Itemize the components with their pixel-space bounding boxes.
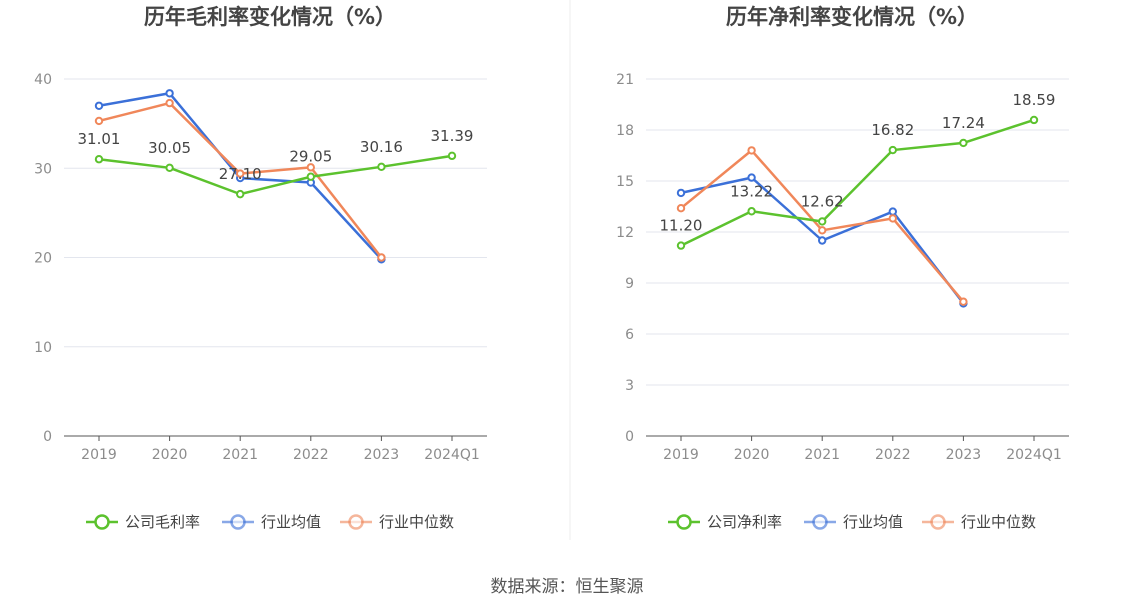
data-label: 13.22: [730, 182, 773, 200]
y-tick-label: 18: [616, 123, 634, 139]
data-point-company: [888, 145, 897, 155]
data-label: 17.24: [942, 114, 985, 132]
x-tick-label: 2022: [875, 447, 911, 463]
data-label: 11.20: [660, 217, 703, 235]
y-tick-label: 21: [616, 72, 634, 88]
data-label: 18.59: [1013, 91, 1056, 109]
data-point-company: [959, 138, 968, 148]
legend-marker-icon: [94, 514, 110, 530]
x-tick-label: 2019: [663, 447, 699, 463]
legend-marker-icon: [676, 514, 692, 530]
data-point-company: [818, 217, 827, 226]
data-point-mean: [676, 188, 686, 198]
data-point-mean: [747, 173, 756, 182]
net-margin-chart: 历年净利率变化情况（%） 0 3 6 9 12 15 18 21 2019 2020 2021 2022…: [616, 5, 1069, 531]
data-label: 30.05: [148, 139, 191, 157]
legend-item-median[interactable]: 行业中位数: [340, 513, 454, 531]
data-point-median: [94, 116, 104, 126]
series-line-company: [680, 118, 1035, 247]
y-tick-label: 0: [625, 429, 634, 445]
gross-margin-chart: 历年毛利率变化情况（%） 0 10 20 30 40 2019 2020 2021 2022 202…: [34, 5, 487, 531]
legend-label: 行业中位数: [379, 513, 454, 531]
data-label: 29.05: [289, 148, 332, 166]
data-point-mean: [888, 207, 897, 216]
y-tick-label: 15: [616, 174, 634, 190]
x-tick-label: 2023: [946, 447, 982, 463]
legend-item-median[interactable]: 行业中位数: [922, 513, 1036, 531]
x-tick-label: 2024Q1: [424, 447, 480, 463]
legend-marker-icon: [812, 514, 828, 530]
y-tick-label: 9: [625, 276, 634, 292]
series-line-company: [98, 154, 453, 196]
data-point-company: [747, 207, 756, 216]
legend-item-company[interactable]: 公司净利率: [668, 513, 782, 531]
data-point-company: [377, 162, 386, 172]
legend-label: 行业均值: [843, 513, 903, 531]
x-tick-label: 2022: [293, 447, 329, 463]
data-point-median: [165, 98, 174, 108]
x-tick-label: 2019: [81, 447, 117, 463]
data-point-median: [959, 297, 968, 306]
data-point-median: [236, 169, 245, 178]
data-point-median: [306, 163, 315, 172]
data-point-median: [377, 253, 386, 262]
legend-label: 行业均值: [261, 513, 321, 531]
data-point-mean: [165, 89, 174, 98]
x-tick-label: 2021: [804, 447, 840, 463]
y-tick-label: 6: [625, 327, 634, 343]
y-tick-label: 10: [34, 340, 52, 356]
data-label: 27.10: [219, 165, 262, 183]
x-tick-label: 2020: [734, 447, 770, 463]
data-point-median: [747, 146, 756, 155]
data-point-company: [94, 155, 104, 164]
legend-label: 公司毛利率: [125, 513, 200, 531]
data-point-median: [888, 214, 897, 223]
legend-item-mean[interactable]: 行业均值: [222, 513, 321, 531]
data-point-mean: [818, 236, 827, 245]
y-tick-label: 30: [34, 161, 52, 177]
data-point-company: [306, 172, 315, 181]
data-point-company: [165, 163, 174, 173]
chart-title: 历年净利率变化情况（%）: [726, 5, 978, 29]
legend-marker-icon: [348, 514, 364, 530]
data-label: 30.16: [360, 138, 403, 156]
y-tick-label: 12: [616, 225, 634, 241]
data-point-median: [676, 204, 686, 213]
legend-label: 公司净利率: [707, 513, 782, 531]
data-label: 31.01: [78, 130, 121, 148]
data-label: 12.62: [801, 192, 844, 210]
legend-marker-icon: [930, 514, 946, 530]
chart-title: 历年毛利率变化情况（%）: [144, 5, 396, 29]
x-tick-label: 2020: [152, 447, 188, 463]
legend-item-mean[interactable]: 行业均值: [804, 513, 903, 531]
data-point-mean: [94, 101, 104, 110]
y-tick-label: 3: [625, 378, 634, 394]
data-point-company: [676, 241, 686, 250]
x-tick-label: 2021: [222, 447, 258, 463]
legend-marker-icon: [230, 514, 246, 530]
data-label: 16.82: [871, 121, 914, 139]
data-point-company: [447, 151, 457, 161]
legend-label: 行业中位数: [961, 513, 1036, 531]
data-label: 31.39: [431, 127, 474, 145]
y-tick-label: 20: [34, 251, 52, 267]
data-point-company: [1029, 115, 1039, 125]
x-tick-label: 2023: [364, 447, 400, 463]
source-note: 数据来源：恒生聚源: [491, 577, 644, 597]
data-point-company: [236, 189, 245, 199]
x-tick-label: 2024Q1: [1006, 447, 1062, 463]
data-point-median: [818, 226, 827, 235]
y-tick-label: 40: [34, 72, 52, 88]
y-tick-label: 0: [43, 429, 52, 445]
legend-item-company[interactable]: 公司毛利率: [86, 513, 200, 531]
